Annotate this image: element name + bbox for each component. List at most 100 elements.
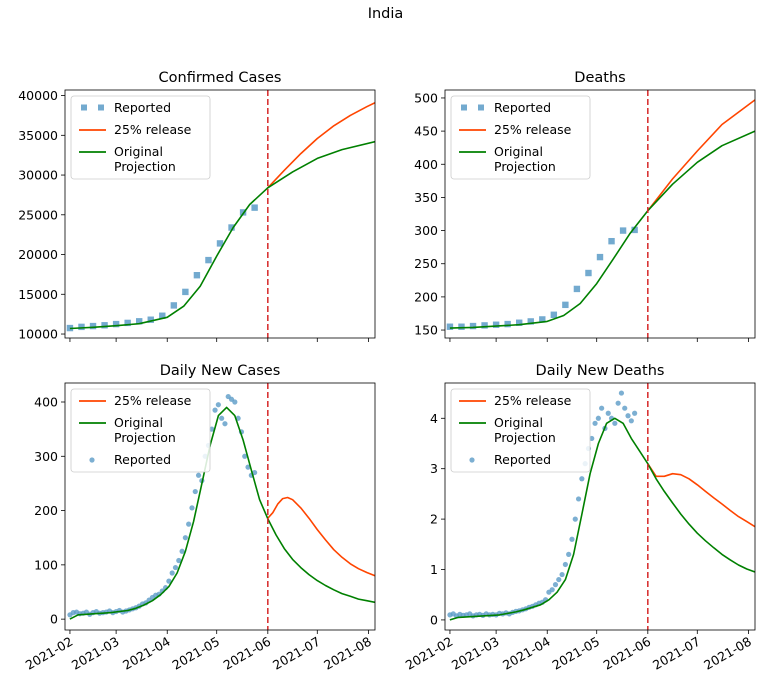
legend-box [450,95,591,180]
reported-point [559,571,565,578]
y-tick-label: 2 [430,512,438,527]
reported-point [572,516,578,522]
y-tick-label: 1 [430,562,438,577]
y-tick-label: 4 [430,411,438,426]
legend-label: 25% release [494,122,572,137]
y-tick-label: 300 [414,223,438,238]
subplot-title: Daily New Cases [160,363,281,379]
reported-point [625,413,631,419]
legend-label: Original [494,415,543,430]
y-tick-label: 40000 [18,88,58,103]
legend-box [70,95,211,180]
reported-point [618,390,625,396]
reported-marker [631,226,638,234]
plot-area [447,390,755,621]
axes-frame [64,89,376,339]
reported-marker [573,285,581,293]
legend-label: Original [494,144,543,159]
axes-frame [444,382,756,631]
reported-point [212,407,218,413]
axes-frame [64,382,376,631]
x-tick-label: 2021-04 [120,634,173,673]
legend-label: Reported [114,100,171,115]
reported-point [166,578,172,584]
reported-marker [101,322,108,329]
legend-marker-handle [81,104,87,111]
legend-label: Original [114,144,163,159]
reported-point [566,551,572,557]
legend-marker-handle [461,104,467,111]
reported-marker [446,323,454,330]
reported-point [182,535,188,541]
original-projection-line [449,130,755,329]
reported-marker [504,320,511,328]
legend-label: Reported [494,452,551,467]
y-tick-label: 500 [414,90,438,105]
reported-marker [228,224,235,231]
release-line [647,463,755,528]
y-tick-label: 30000 [18,168,58,183]
reported-marker [608,237,615,245]
reported-marker [251,204,258,211]
figure-title: India [367,6,404,22]
reported-marker [596,253,604,261]
release-line [647,99,755,212]
reported-point [179,548,185,554]
x-tick-label: 2021-06 [221,634,274,673]
reported-marker [516,319,523,326]
reported-point [589,435,595,442]
legend-marker-handle [98,104,104,111]
legend-label: 25% release [114,122,192,137]
reported-point [252,469,258,476]
reported-point [176,557,182,564]
legend-marker-handle [469,457,475,463]
x-tick-label: 2021-08 [321,634,374,673]
reported-point [189,505,195,511]
legend-marker-handle [478,104,484,111]
reported-point [169,570,175,576]
reported-point [222,421,228,427]
legend-label: Reported [114,452,171,467]
axes-frame [444,89,756,339]
reported-marker [562,301,569,309]
x-tick-label: 2021-08 [701,634,754,673]
reported-marker [469,322,477,330]
plot-area [66,101,375,332]
subplot-title: Deaths [574,70,625,86]
legend-marker-handle [89,457,95,463]
reported-point [549,587,555,593]
legend-label: 25% release [494,393,572,408]
reported-marker [159,312,166,319]
reported-marker [492,321,500,328]
reported-marker [216,240,224,247]
subplot-4: Daily New Deaths012342021-022021-032021-… [403,363,756,673]
subplot-2: Deaths 150 200 250 300 350 400 450 500 Reported 25… [414,70,756,342]
plot-area [446,99,755,330]
reported-point [215,402,221,408]
original-projection-line [449,417,755,621]
release-line [267,101,375,189]
x-tick-label: 2021-05 [169,634,222,673]
reported-marker [458,323,465,330]
reported-point [242,453,248,459]
reported-point [186,521,192,527]
x-tick-label: 2021-04 [500,634,553,673]
y-tick-label: 35000 [18,128,58,143]
subplot-1: Confirmed Cases 10000 15000 20000 25000 30000… [18,70,376,342]
y-tick-label: 0 [50,612,58,627]
x-tick-label: 2021-03 [449,634,502,673]
x-tick-label: 2021-07 [270,634,323,673]
reported-point [569,536,575,542]
reported-point [622,405,628,411]
y-tick-label: 400 [34,395,58,410]
y-tick-label: 150 [414,323,438,338]
reported-marker [481,322,488,329]
legend-label: 25% release [114,393,192,408]
reported-point [562,561,568,568]
y-tick-label: 200 [414,289,438,304]
release-line [267,496,375,577]
reported-marker [539,316,546,323]
legend-label: Original [114,415,163,430]
